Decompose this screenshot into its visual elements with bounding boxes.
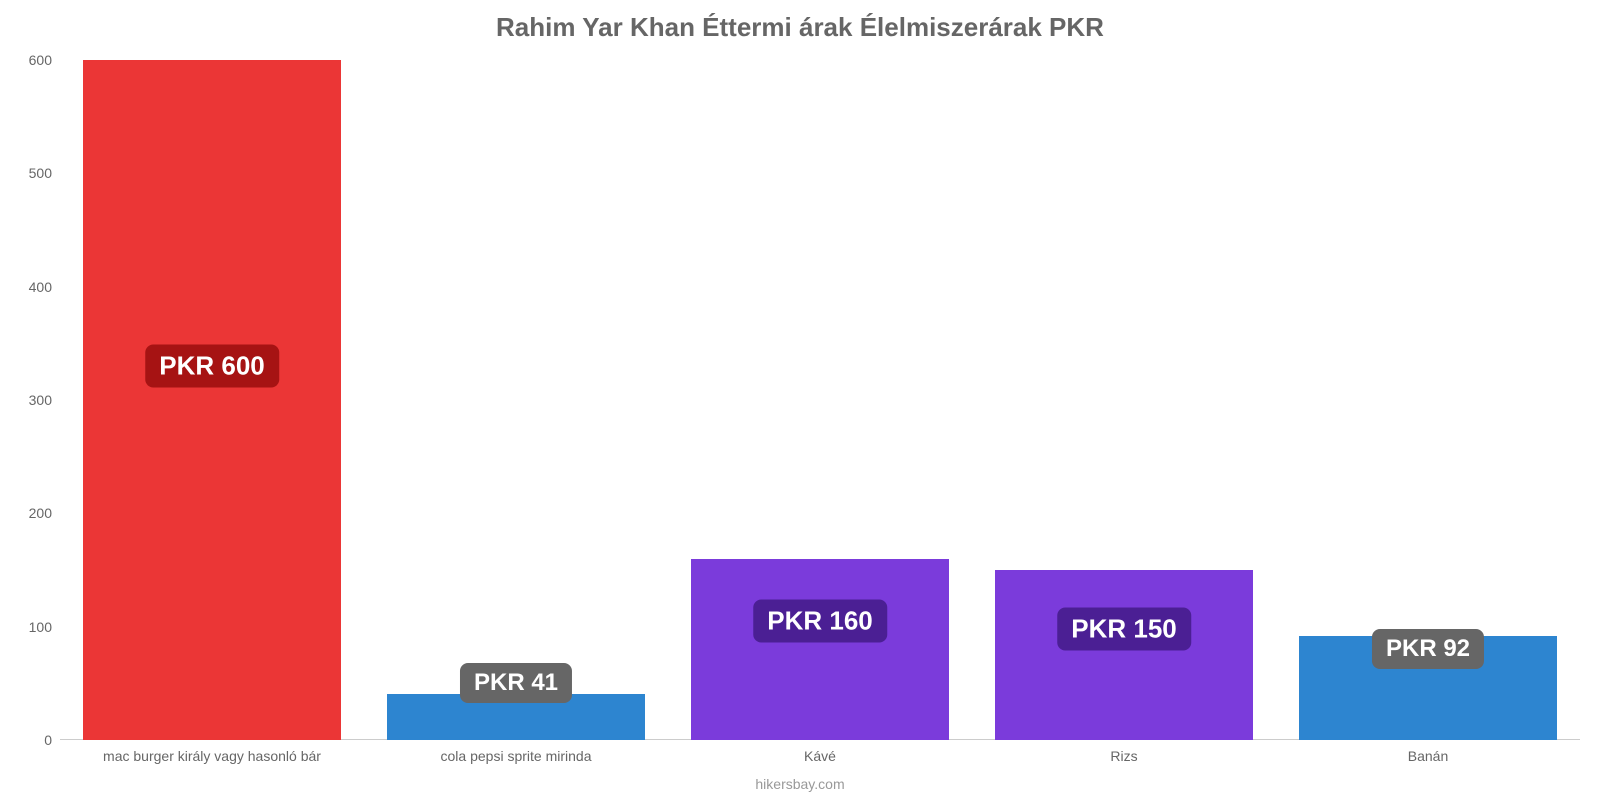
x-tick-label-cola: cola pepsi sprite mirinda — [441, 740, 592, 764]
x-tick-label-banan: Banán — [1408, 740, 1448, 764]
bar-rizs — [995, 570, 1253, 740]
y-tick-label: 200 — [29, 505, 60, 521]
plot-area: 0100200300400500600mac burger király vag… — [60, 60, 1580, 740]
y-tick-label: 400 — [29, 279, 60, 295]
x-tick-label-kave: Kávé — [804, 740, 836, 764]
value-badge-cola: PKR 41 — [460, 663, 572, 703]
y-tick-label: 0 — [44, 732, 60, 748]
value-badge-banan: PKR 92 — [1372, 629, 1484, 669]
price-chart: Rahim Yar Khan Éttermi árak Élelmiszerár… — [0, 0, 1600, 800]
chart-title: Rahim Yar Khan Éttermi árak Élelmiszerár… — [0, 12, 1600, 43]
value-badge-kave: PKR 160 — [753, 600, 887, 643]
value-badge-mac: PKR 600 — [145, 345, 279, 388]
y-tick-label: 100 — [29, 619, 60, 635]
y-tick-label: 500 — [29, 165, 60, 181]
x-tick-label-mac: mac burger király vagy hasonló bár — [103, 740, 321, 764]
bar-mac — [83, 60, 341, 740]
bar-kave — [691, 559, 949, 740]
value-badge-rizs: PKR 150 — [1057, 607, 1191, 650]
chart-footer: hikersbay.com — [0, 776, 1600, 792]
y-tick-label: 600 — [29, 52, 60, 68]
y-tick-label: 300 — [29, 392, 60, 408]
x-tick-label-rizs: Rizs — [1110, 740, 1137, 764]
